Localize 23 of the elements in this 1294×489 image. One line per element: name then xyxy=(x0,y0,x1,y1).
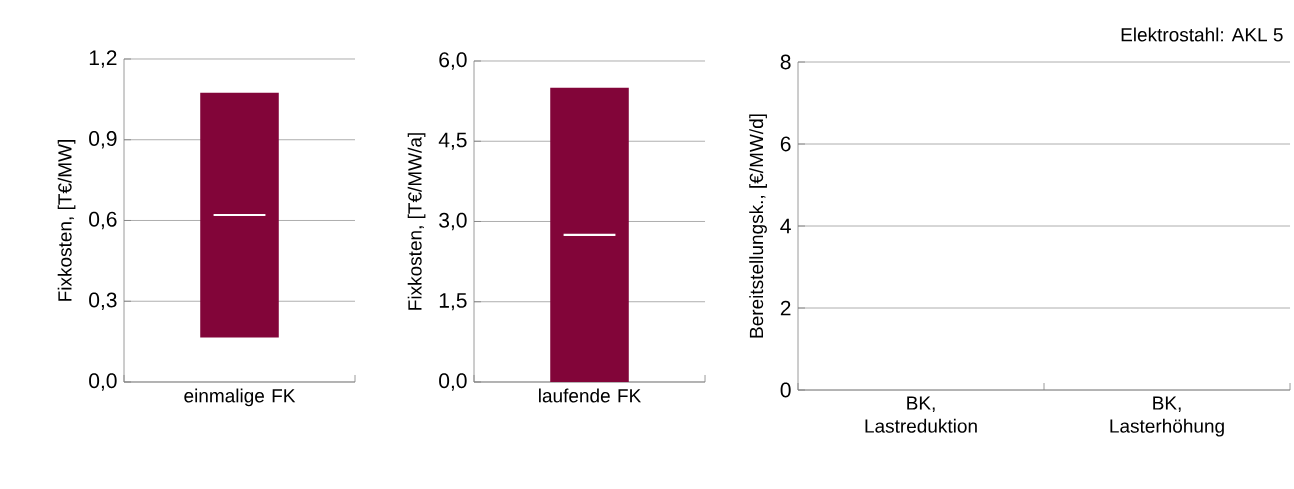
y-tick-label: 1,5 xyxy=(439,293,467,311)
chart-title: Elektrostahl: AKL 5 xyxy=(1121,27,1283,42)
y-axis-title: Bereitstellungsk., [€/MW/d] xyxy=(749,114,767,338)
y-tick-label: 6 xyxy=(780,136,791,152)
y-tick-label: 0,6 xyxy=(89,211,117,230)
y-tick-label: 0,9 xyxy=(89,131,117,149)
y-tick-label: 0 xyxy=(780,382,791,398)
y-tick-label: 3,0 xyxy=(439,212,467,231)
y-axis-title: Fixkosten, [T€/MW] xyxy=(57,140,76,301)
y-tick-label: 4 xyxy=(780,218,791,234)
y-tick-label: 4,5 xyxy=(438,132,467,150)
y-tick-label: 6,0 xyxy=(439,52,467,70)
y-tick-label: 1,2 xyxy=(89,50,117,68)
x-tick-label: einmalige FK xyxy=(184,388,296,407)
y-tick-label: 2 xyxy=(780,300,791,316)
y-axis-title: Fixkosten, [T€/MW/a] xyxy=(407,133,426,310)
x-tick-label: laufende FK xyxy=(539,388,642,403)
x-tick-label: BK, Lastreduktion xyxy=(865,396,977,433)
x-tick-label: BK, Lasterhöhung xyxy=(1110,396,1224,437)
y-tick-label: 0,0 xyxy=(439,373,467,391)
y-tick-label: 0,0 xyxy=(89,373,117,391)
y-tick-label: 0,3 xyxy=(89,292,117,310)
y-tick-label: 8 xyxy=(780,54,791,70)
